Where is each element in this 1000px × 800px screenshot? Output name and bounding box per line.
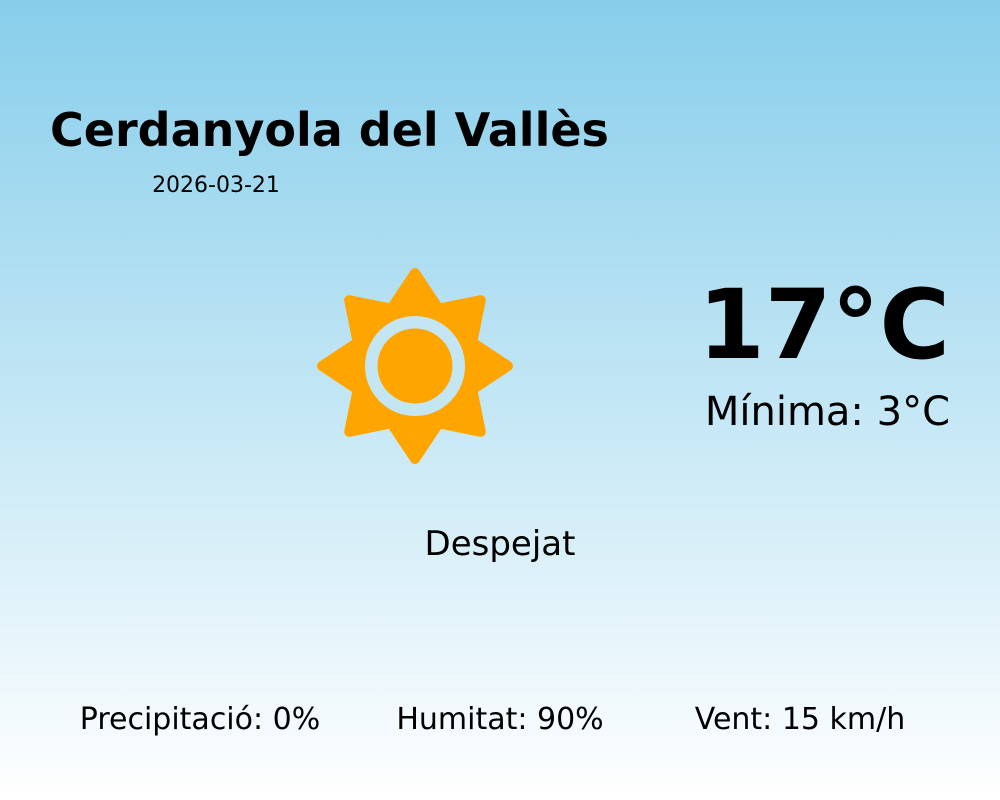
location-title: Cerdanyola del Vallès: [50, 103, 609, 157]
minimum-temperature: Mínima: 3°C: [704, 389, 950, 435]
humidity-stat: Humitat: 90%: [396, 702, 604, 737]
precipitation-stat: Precipitació: 0%: [79, 702, 321, 737]
forecast-date: 2026-03-21: [152, 173, 280, 198]
sun-icon: [317, 268, 513, 464]
wind-stat: Vent: 15 km/h: [694, 702, 906, 737]
weather-condition: Despejat: [424, 524, 576, 564]
current-temperature: 17°C: [697, 269, 950, 381]
